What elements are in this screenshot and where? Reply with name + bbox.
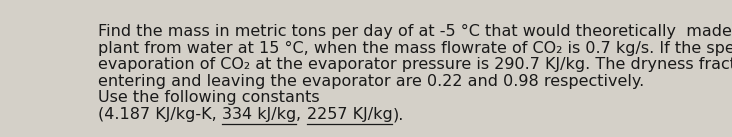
Text: Use the following constants: Use the following constants [98,91,320,105]
Text: ,: , [296,107,307,122]
Text: (4.187 KJ/kg-K,: (4.187 KJ/kg-K, [98,107,223,122]
Text: ).: ). [392,107,404,122]
Text: 2257 KJ/kg: 2257 KJ/kg [307,107,392,122]
Text: 334 kJ/kg: 334 kJ/kg [223,107,296,122]
Text: entering and leaving the evaporator are 0.22 and 0.98 respectively.: entering and leaving the evaporator are … [98,74,645,89]
Text: Find the mass in metric tons per day of at -5 °C that would theoretically  made : Find the mass in metric tons per day of … [98,24,732,39]
Text: plant from water at 15 °C, when the mass flowrate of CO₂ is 0.7 kg/s. If the spe: plant from water at 15 °C, when the mass… [98,41,732,55]
Text: evaporation of CO₂ at the evaporator pressure is 290.7 KJ/kg. The dryness fracti: evaporation of CO₂ at the evaporator pre… [98,57,732,72]
